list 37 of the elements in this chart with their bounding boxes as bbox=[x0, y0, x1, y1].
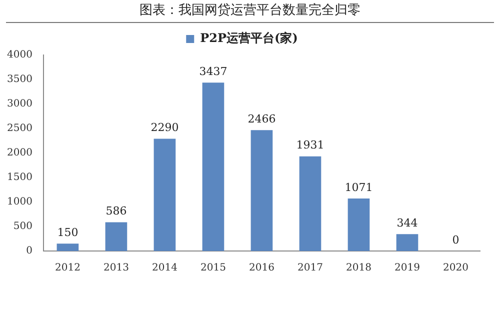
x-tick-label: 2013 bbox=[103, 262, 129, 274]
chart-title: 图表：我国网贷运营平台数量完全归零 bbox=[6, 0, 494, 23]
x-tick-label: 2018 bbox=[346, 262, 372, 274]
legend-label: P2P运营平台(家) bbox=[200, 31, 298, 46]
y-tick-label: 2000 bbox=[6, 148, 32, 159]
y-tick-label: 500 bbox=[13, 221, 32, 232]
x-tick-label: 2019 bbox=[394, 262, 420, 274]
y-tick-label: 3500 bbox=[6, 74, 32, 86]
bar bbox=[396, 234, 418, 251]
data-label: 1931 bbox=[296, 138, 324, 152]
data-label: 1071 bbox=[344, 180, 373, 194]
y-tick-label: 4000 bbox=[6, 50, 32, 61]
data-label: 586 bbox=[106, 204, 127, 218]
y-tick-label: 2500 bbox=[6, 123, 32, 134]
bar bbox=[299, 156, 322, 251]
x-tick-label: 2017 bbox=[298, 262, 323, 274]
data-label: 150 bbox=[57, 226, 78, 240]
y-tick-label: 1500 bbox=[6, 172, 32, 184]
bar bbox=[154, 138, 176, 251]
x-tick-label: 2020 bbox=[443, 262, 468, 274]
x-tick-label: 2014 bbox=[152, 262, 178, 274]
bar bbox=[250, 130, 273, 251]
data-label: 3437 bbox=[199, 64, 228, 78]
x-tick-label: 2015 bbox=[200, 262, 226, 274]
data-label: 344 bbox=[396, 216, 418, 230]
bar bbox=[348, 198, 370, 251]
y-tick-label: 3000 bbox=[6, 98, 32, 110]
x-tick-label: 2012 bbox=[54, 262, 80, 274]
data-label: 2290 bbox=[150, 121, 179, 134]
data-label: 0 bbox=[452, 233, 460, 246]
x-tick-label: 2016 bbox=[249, 262, 274, 274]
data-label: 2466 bbox=[248, 112, 276, 126]
bar bbox=[105, 222, 128, 251]
y-tick-label: 1000 bbox=[6, 196, 32, 208]
y-tick-label: 0 bbox=[26, 246, 32, 257]
bar bbox=[56, 244, 79, 251]
bar bbox=[202, 82, 224, 251]
